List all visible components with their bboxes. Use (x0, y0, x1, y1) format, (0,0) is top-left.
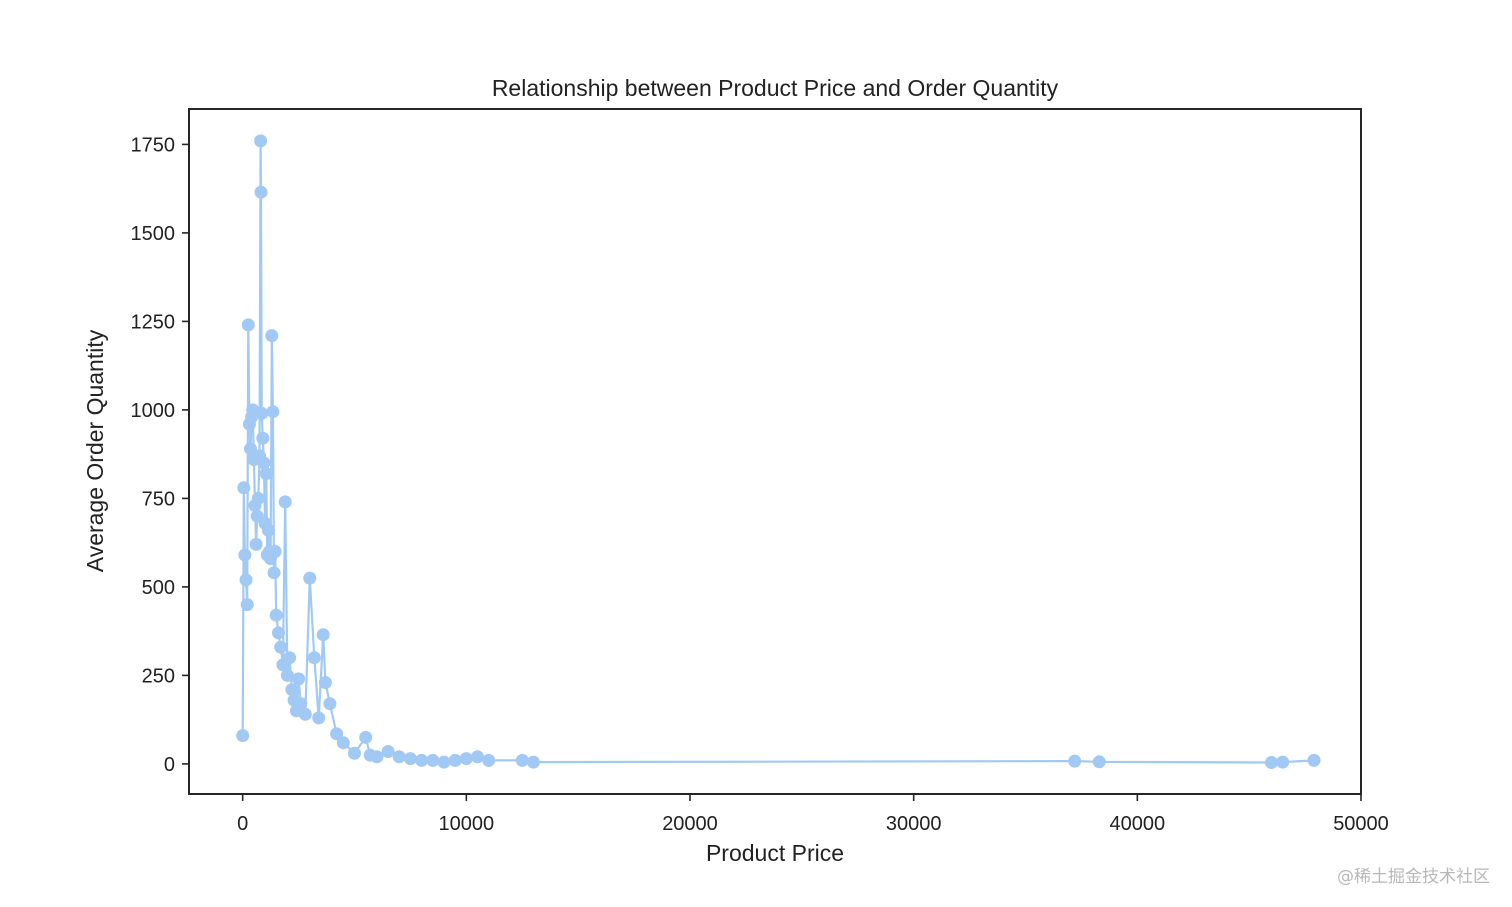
x-tick-label: 40000 (1110, 813, 1166, 835)
data-point (292, 672, 306, 686)
data-point (312, 711, 326, 725)
watermark: @稀土掘金技术社区 (1337, 867, 1490, 887)
data-point (323, 697, 337, 711)
data-point (274, 640, 288, 654)
data-point (1307, 753, 1321, 767)
data-point (381, 745, 395, 758)
data-point (448, 753, 462, 767)
data-point (318, 676, 332, 689)
data-point (459, 752, 473, 766)
data-point (241, 318, 255, 332)
data-point (426, 753, 440, 767)
data-point (1265, 756, 1278, 769)
data-point (265, 329, 279, 343)
y-tick-label: 750 (142, 488, 175, 510)
data-point (255, 406, 269, 420)
data-point (256, 431, 270, 445)
data-point (1276, 755, 1290, 769)
data-point (267, 566, 281, 580)
y-tick-label: 0 (164, 754, 175, 776)
data-point (257, 456, 271, 470)
x-axis-label: Product Price (706, 840, 844, 866)
data-point (471, 750, 484, 764)
data-point (348, 746, 361, 760)
x-tick-label: 10000 (439, 813, 495, 835)
x-axis-ticks: 0 10000 20000 30000 40000 50000 (237, 794, 1389, 835)
data-point (268, 545, 282, 558)
data-point (251, 491, 265, 505)
data-point (283, 651, 297, 665)
x-tick-label: 0 (237, 813, 248, 835)
y-tick-label: 1500 (131, 223, 176, 245)
data-point (307, 651, 321, 665)
data-point (330, 727, 344, 741)
data-point (259, 467, 273, 481)
data-point (236, 729, 250, 743)
y-tick-label: 1750 (131, 134, 176, 156)
data-point (244, 442, 257, 456)
y-axis-label: Average Order Quantity (82, 329, 108, 572)
x-tick-label: 50000 (1333, 813, 1389, 835)
data-point (316, 628, 330, 642)
data-point (240, 598, 254, 612)
data-point (266, 405, 280, 419)
data-point (261, 523, 275, 537)
data-point (269, 608, 283, 622)
data-point (285, 683, 299, 697)
data-point (359, 730, 373, 744)
y-tick-label: 1250 (131, 311, 176, 333)
data-point (237, 481, 251, 495)
data-point (249, 537, 263, 551)
data-point (272, 626, 285, 640)
data-point (254, 185, 268, 199)
data-point (239, 573, 253, 587)
y-axis-ticks: 0 250 500 750 1000 1250 1500 1750 (131, 134, 189, 776)
data-point (370, 750, 384, 764)
data-point (526, 755, 540, 769)
axes-frame (188, 108, 1362, 795)
x-tick-label: 20000 (662, 813, 718, 835)
data-point (415, 753, 429, 767)
chart-title: Relationship between Product Price and O… (492, 75, 1059, 101)
data-point (437, 755, 451, 769)
y-tick-label: 500 (142, 577, 175, 599)
y-tick-label: 1000 (131, 400, 176, 422)
data-point (1068, 754, 1082, 768)
data-point (294, 697, 308, 711)
y-tick-label: 250 (142, 665, 175, 687)
data-point (403, 752, 417, 766)
data-point (392, 750, 406, 764)
data-point (238, 548, 252, 562)
data-point (278, 495, 292, 509)
x-tick-label: 30000 (886, 813, 942, 835)
data-point (254, 134, 268, 148)
data-point (298, 707, 312, 721)
data-point (336, 736, 350, 750)
data-point (303, 571, 317, 585)
data-point (515, 753, 529, 767)
data-point (482, 753, 496, 767)
data-point (1092, 755, 1106, 769)
series-line (241, 139, 1315, 764)
plot-area (236, 134, 1321, 769)
data-point (280, 668, 294, 682)
